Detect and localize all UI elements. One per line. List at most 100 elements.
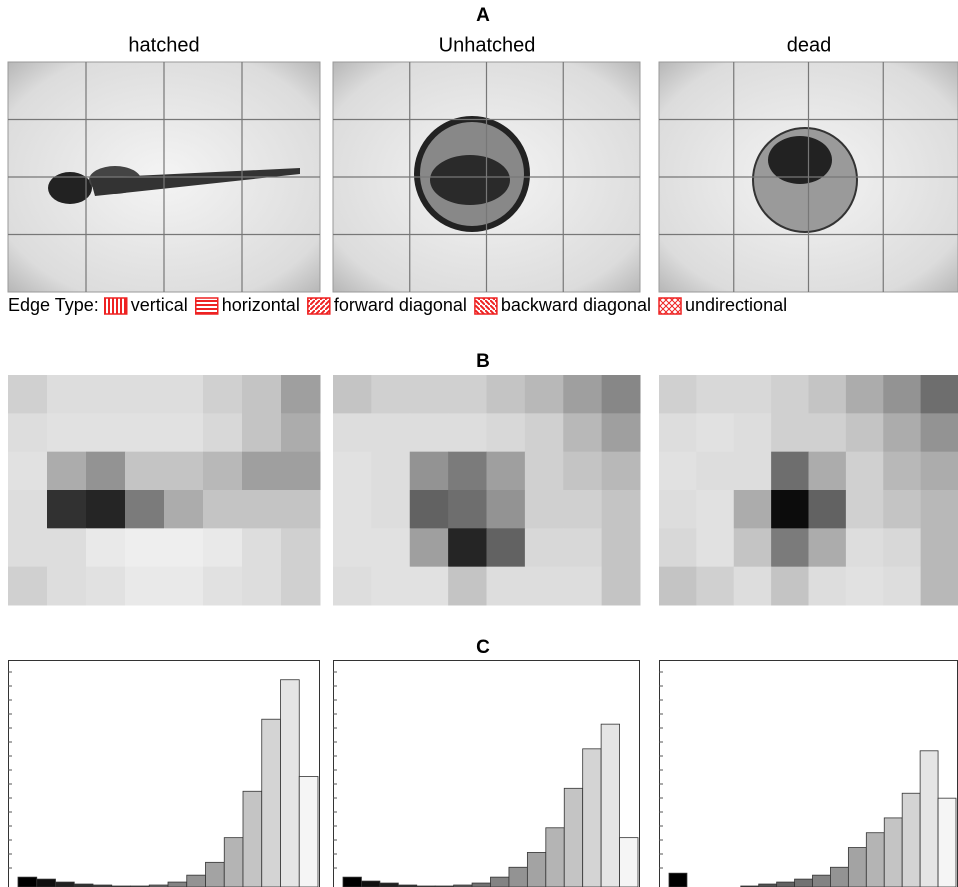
heat-cell: [487, 528, 526, 567]
heat-cell: [809, 567, 847, 606]
heat-cell: [242, 413, 282, 452]
heat-cell: [846, 375, 884, 414]
heat-cell: [487, 452, 526, 491]
hist-bar: [527, 852, 545, 887]
heat-cell: [242, 490, 282, 529]
heat-cell: [333, 375, 372, 414]
heat-cell: [883, 375, 921, 414]
legend-label: backward diagonal: [501, 295, 651, 315]
heat-cell: [333, 528, 372, 567]
hist-bar: [472, 883, 490, 887]
heat-cell: [164, 528, 204, 567]
heat-cell: [602, 413, 641, 452]
hist-bar: [902, 793, 920, 887]
heat-cell: [125, 528, 165, 567]
heat-cell: [525, 528, 564, 567]
heat-cell: [203, 490, 243, 529]
heat-cell: [809, 452, 847, 491]
heat-cell: [410, 375, 449, 414]
heat-cell: [883, 413, 921, 452]
heat-cell: [921, 490, 958, 529]
heat-cell: [659, 528, 697, 567]
heat-cell: [602, 375, 641, 414]
heat-cell: [281, 528, 321, 567]
legend-label: vertical: [131, 295, 188, 315]
heat-cell: [809, 490, 847, 529]
condition-title: hatched: [128, 34, 199, 56]
heat-cell: [525, 413, 564, 452]
legend-label: undirectional: [685, 295, 787, 315]
heat-cell: [371, 413, 410, 452]
heat-cell: [602, 452, 641, 491]
heat-cell: [921, 567, 958, 606]
heat-cell: [525, 490, 564, 529]
heatmaps: [8, 375, 958, 606]
hist-bar: [884, 818, 902, 887]
panel-label: B: [476, 351, 490, 372]
heat-cell: [696, 413, 734, 452]
panel-label: A: [476, 5, 490, 26]
hist-bar: [168, 882, 187, 887]
heat-cell: [333, 413, 372, 452]
hist-bar: [361, 881, 379, 887]
heat-cell: [487, 490, 526, 529]
heat-cell: [659, 375, 697, 414]
heat-cell: [448, 413, 487, 452]
hist-bar: [601, 724, 619, 887]
heat-cell: [696, 452, 734, 491]
heat-cell: [846, 528, 884, 567]
heat-cell: [281, 567, 321, 606]
heat-cell: [448, 490, 487, 529]
heat-cell: [281, 452, 321, 491]
panel-label: C: [476, 637, 490, 658]
hist-bar: [281, 680, 300, 887]
heat-cell: [734, 490, 772, 529]
heat-cell: [242, 452, 282, 491]
heat-cell: [921, 452, 958, 491]
heat-cell: [487, 413, 526, 452]
heat-cell: [8, 528, 48, 567]
heat-cell: [883, 567, 921, 606]
heat-cell: [563, 375, 602, 414]
heat-cell: [921, 375, 958, 414]
heat-cell: [164, 490, 204, 529]
heat-cell: [921, 528, 958, 567]
heat-cell: [164, 413, 204, 452]
heat-cell: [659, 567, 697, 606]
hist-bar: [866, 833, 884, 887]
heat-cell: [371, 490, 410, 529]
heat-cell: [659, 490, 697, 529]
hist-bar: [299, 776, 318, 887]
hist-bar: [206, 862, 225, 887]
heat-cell: [734, 452, 772, 491]
hist-bar: [669, 873, 687, 887]
hist-bar: [18, 877, 37, 887]
heat-cell: [125, 490, 165, 529]
legend-swatch: [196, 298, 218, 314]
heat-cell: [371, 567, 410, 606]
hist-bar: [56, 882, 75, 887]
heat-cell: [448, 567, 487, 606]
heat-cell: [846, 452, 884, 491]
heat-cell: [203, 375, 243, 414]
heat-cell: [242, 375, 282, 414]
heat-cell: [525, 567, 564, 606]
heat-cell: [771, 567, 809, 606]
heat-cell: [659, 413, 697, 452]
heat-cell: [203, 567, 243, 606]
heat-cell: [771, 413, 809, 452]
heat-cell: [203, 452, 243, 491]
hist-bar: [509, 867, 527, 887]
heat-cell: [487, 375, 526, 414]
heat-cell: [921, 413, 958, 452]
heat-cell: [8, 490, 48, 529]
histograms: [8, 661, 958, 887]
hist-bar: [546, 828, 564, 887]
heat-cell: [86, 413, 126, 452]
heat-cell: [371, 375, 410, 414]
hist-bar: [848, 848, 866, 887]
heat-cell: [563, 490, 602, 529]
hist-bar: [938, 798, 956, 887]
heat-cell: [203, 413, 243, 452]
heat-cell: [86, 528, 126, 567]
